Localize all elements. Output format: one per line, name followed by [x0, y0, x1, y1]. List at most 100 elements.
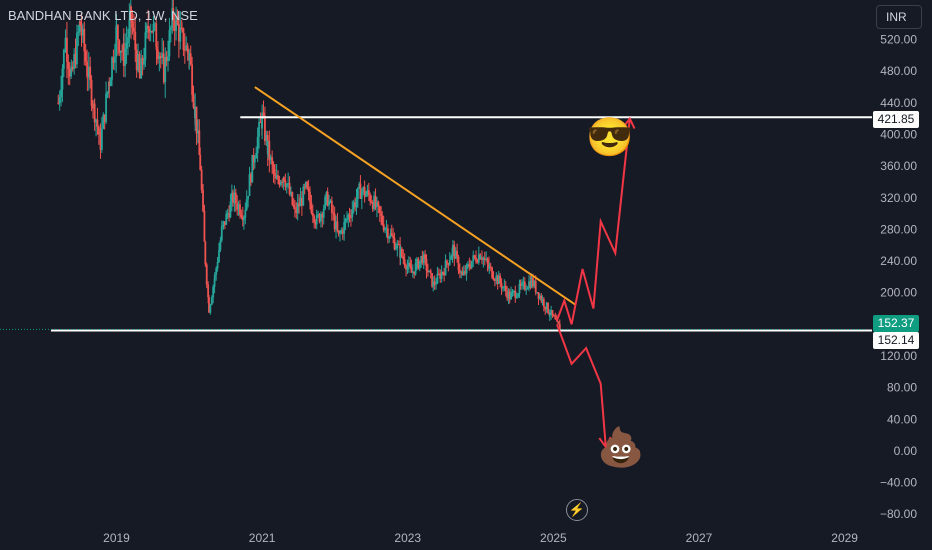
candle-body [109, 79, 112, 87]
candle-body [514, 290, 517, 298]
candle-body [213, 274, 216, 279]
candle-body [229, 201, 232, 218]
candle-body [359, 183, 362, 199]
candle-body [128, 19, 131, 38]
candle-body [356, 187, 359, 199]
candle-body [271, 157, 274, 165]
candle-body [100, 128, 103, 150]
candle-body [451, 244, 454, 248]
candle-body [510, 292, 512, 300]
candle-body [250, 174, 252, 183]
candle-body [377, 201, 380, 207]
candle-body [253, 158, 256, 163]
candle-body [461, 272, 464, 275]
x-tick-label: 2023 [394, 531, 421, 545]
candle-body [533, 281, 536, 287]
candle-body [202, 189, 204, 211]
candle-body [385, 228, 388, 230]
candle-body [303, 186, 306, 188]
candle-body [147, 25, 150, 29]
candle-body [177, 23, 180, 42]
candle-body [465, 264, 468, 274]
candle-body [544, 306, 547, 310]
candle-body [67, 61, 70, 69]
candle-body [496, 275, 499, 284]
currency-button[interactable]: INR [876, 5, 922, 29]
candle-body [212, 286, 215, 298]
candle-body [138, 54, 141, 73]
candle-body [407, 262, 410, 267]
candle-body [450, 255, 453, 260]
candle-body [237, 204, 240, 210]
candle-body [243, 217, 245, 221]
candle-body [529, 281, 532, 288]
candle-body [252, 155, 255, 163]
candle-body [137, 54, 139, 71]
y-tick-label: 240.00 [880, 254, 917, 268]
time-axis [0, 526, 866, 550]
candle-body [148, 28, 151, 33]
candle-body [76, 32, 78, 65]
candle-body [476, 261, 479, 263]
candle-body [349, 217, 352, 219]
symbol-title: BANDHAN BANK LTD, 1W, NSE [8, 8, 198, 23]
candle-body [333, 213, 336, 230]
candle-body [157, 50, 159, 59]
candle-body [425, 258, 428, 271]
candle-body [440, 272, 443, 280]
candle-body [318, 214, 321, 222]
candle-body [489, 266, 492, 268]
candle-body [437, 273, 440, 275]
candle-body [537, 292, 540, 299]
candle-body [81, 28, 84, 36]
candle-body [112, 57, 115, 63]
candle-body [106, 91, 109, 94]
candle-body [523, 281, 526, 290]
candle-body [534, 281, 537, 293]
candle-body [550, 310, 553, 315]
candle-body [424, 254, 427, 259]
candle-body [325, 191, 328, 197]
candle-body [219, 240, 222, 251]
candle-body [121, 50, 123, 52]
candle-body [204, 241, 207, 265]
candle-body [144, 32, 147, 61]
candle-body [427, 270, 429, 273]
y-tick-label: 360.00 [880, 159, 917, 173]
candle-body [58, 97, 61, 104]
candle-body [113, 56, 116, 63]
candle-body [164, 56, 167, 83]
candle-body [269, 157, 272, 161]
candle-body [446, 260, 448, 264]
candle-body [288, 182, 291, 195]
bullish-arrowhead [622, 116, 636, 130]
candle-body [171, 8, 174, 28]
candle-body [515, 296, 518, 298]
candle-body [298, 203, 300, 207]
candle-body [470, 261, 473, 268]
candle-body [511, 291, 514, 293]
candle-body [60, 89, 62, 98]
candle-body [541, 299, 544, 302]
candle-body [132, 27, 135, 32]
candle-body [215, 268, 218, 275]
candle-body [306, 182, 309, 189]
candle-body [79, 21, 81, 26]
candle-body [431, 273, 433, 287]
candle-body [258, 122, 260, 137]
lightning-bolt-icon[interactable]: ⚡ [566, 499, 588, 521]
y-tick-label: 40.00 [887, 412, 917, 426]
candle-body [530, 277, 533, 288]
candle-body [169, 27, 172, 31]
candle-body [307, 188, 310, 192]
candle-body [528, 281, 530, 289]
candle-body [337, 230, 340, 234]
candle-body [414, 263, 417, 275]
y-tick-label: 280.00 [880, 222, 917, 236]
bearish-arrowhead [598, 436, 612, 449]
candle-body [536, 292, 539, 294]
candle-body [264, 115, 266, 142]
candle-body [402, 256, 405, 260]
candle-body [309, 191, 311, 203]
